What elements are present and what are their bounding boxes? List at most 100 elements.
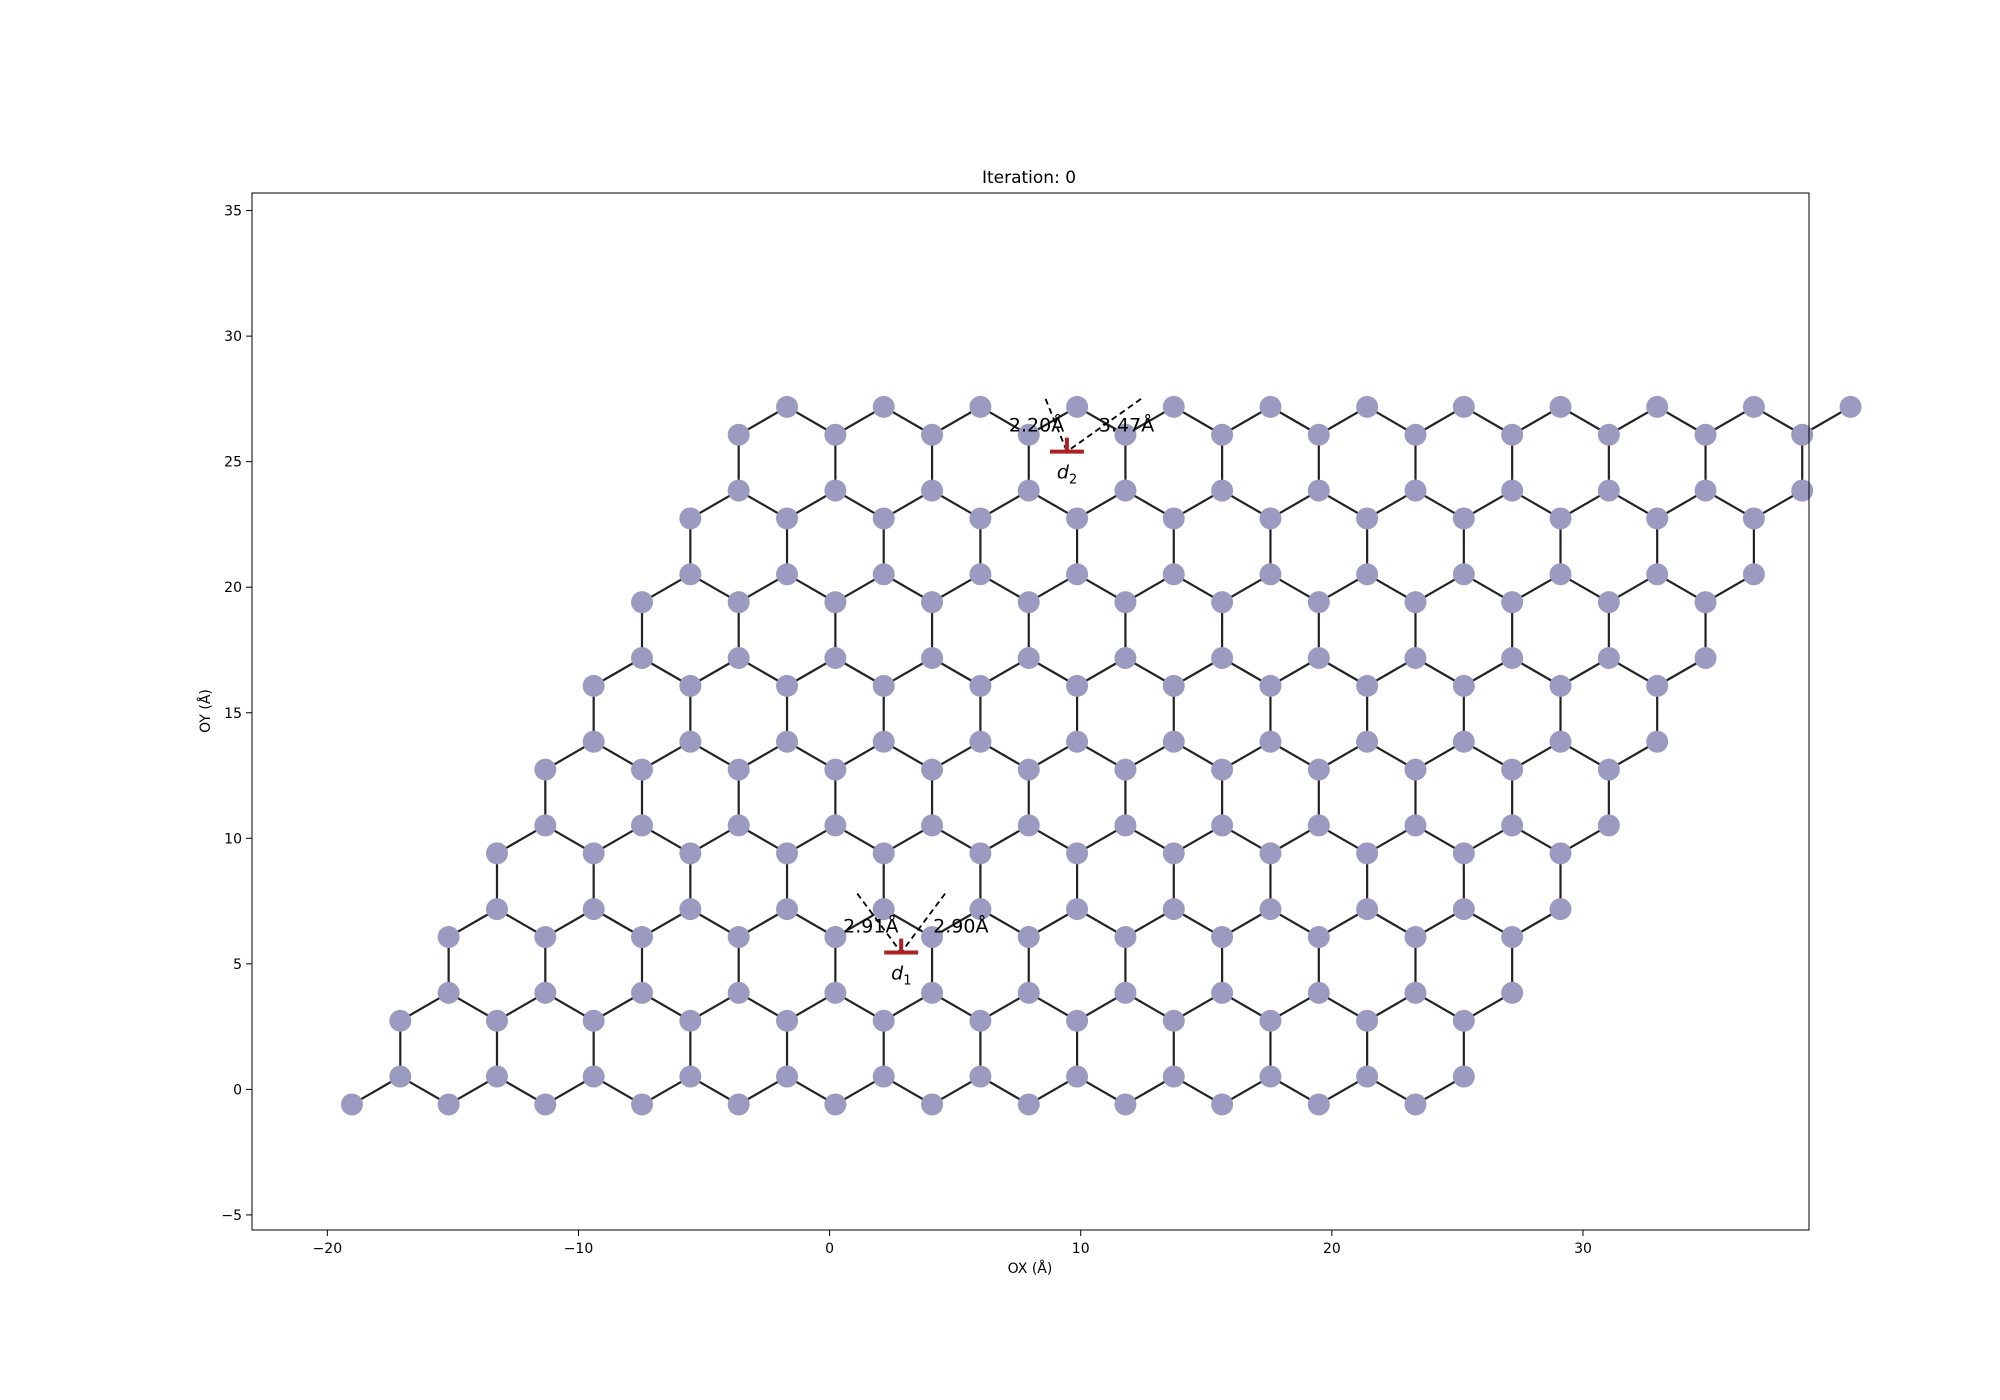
atom-point xyxy=(1017,591,1040,614)
atom-point xyxy=(1259,395,1282,418)
atom-point xyxy=(969,563,992,586)
atom-point xyxy=(1307,981,1330,1004)
atom-point xyxy=(1356,507,1379,530)
atom-point xyxy=(824,814,847,837)
atom-point xyxy=(969,507,992,530)
atom-point xyxy=(1549,842,1572,865)
atom-point xyxy=(1066,1065,1089,1088)
atom-point xyxy=(582,730,605,753)
atom-point xyxy=(679,1009,702,1032)
atom-point xyxy=(1791,479,1814,502)
atom-point xyxy=(1356,1065,1379,1088)
atom-point xyxy=(1646,730,1669,753)
atom-point xyxy=(1452,395,1475,418)
atom-point xyxy=(631,758,654,781)
atom-point xyxy=(1066,842,1089,865)
atom-point xyxy=(921,926,944,949)
atom-point xyxy=(921,646,944,669)
atom-point xyxy=(1066,1009,1089,1032)
atom-point xyxy=(1646,563,1669,586)
atom-point xyxy=(969,842,992,865)
atom-point xyxy=(824,423,847,446)
atom-point xyxy=(1501,423,1524,446)
atom-point xyxy=(1114,423,1137,446)
atom-point xyxy=(727,423,750,446)
x-tick-label: 10 xyxy=(1072,1241,1090,1257)
atom-point xyxy=(1404,981,1427,1004)
atom-point xyxy=(1791,423,1814,446)
atom-point xyxy=(1017,814,1040,837)
atom-point xyxy=(776,1009,799,1032)
atom-point xyxy=(1017,926,1040,949)
atom-point xyxy=(1356,674,1379,697)
atom-point xyxy=(776,674,799,697)
atom-point xyxy=(582,674,605,697)
atom-point xyxy=(1404,591,1427,614)
atom-point xyxy=(1549,898,1572,921)
atom-point xyxy=(1066,507,1089,530)
atom-point xyxy=(1162,674,1185,697)
atom-point xyxy=(582,1065,605,1088)
atoms-layer xyxy=(340,395,1862,1116)
atom-point xyxy=(1404,1093,1427,1116)
atom-point xyxy=(824,758,847,781)
atom-point xyxy=(1162,898,1185,921)
atom-point xyxy=(824,981,847,1004)
atom-point xyxy=(1501,926,1524,949)
atom-point xyxy=(1549,730,1572,753)
atom-point xyxy=(1162,730,1185,753)
atom-point xyxy=(1066,898,1089,921)
atom-point xyxy=(1404,814,1427,837)
atom-point xyxy=(1501,479,1524,502)
atom-point xyxy=(969,674,992,697)
atom-point xyxy=(340,1093,363,1116)
atom-point xyxy=(1066,563,1089,586)
atom-point xyxy=(679,898,702,921)
defect-distance-line xyxy=(1066,398,1142,453)
atom-point xyxy=(1501,646,1524,669)
atom-point xyxy=(1404,423,1427,446)
atom-point xyxy=(1404,479,1427,502)
atom-point xyxy=(1162,395,1185,418)
atom-point xyxy=(921,479,944,502)
atom-point xyxy=(1356,842,1379,865)
atom-point xyxy=(1307,814,1330,837)
atom-point xyxy=(582,842,605,865)
atom-point xyxy=(1017,646,1040,669)
atom-point xyxy=(1307,423,1330,446)
atom-point xyxy=(679,730,702,753)
atom-point xyxy=(1307,591,1330,614)
atom-point xyxy=(534,814,557,837)
atom-point xyxy=(776,395,799,418)
atom-point xyxy=(1501,591,1524,614)
atom-point xyxy=(1259,674,1282,697)
atom-point xyxy=(776,563,799,586)
atom-point xyxy=(969,395,992,418)
atom-point xyxy=(1646,507,1669,530)
atom-point xyxy=(1597,591,1620,614)
atom-point xyxy=(1259,1009,1282,1032)
atom-point xyxy=(1646,674,1669,697)
atom-point xyxy=(1114,646,1137,669)
atom-point xyxy=(437,1093,460,1116)
atom-point xyxy=(1114,479,1137,502)
defect-distance-left: 2.20Å xyxy=(1009,414,1064,437)
y-axis-title: OY (Å) xyxy=(197,689,214,733)
atom-point xyxy=(1017,423,1040,446)
atom-point xyxy=(1597,814,1620,837)
atom-point xyxy=(1211,591,1234,614)
x-axis-title: OX (Å) xyxy=(1008,1260,1053,1277)
atom-point xyxy=(921,981,944,1004)
atom-point xyxy=(969,1009,992,1032)
atom-point xyxy=(776,507,799,530)
atom-point xyxy=(679,563,702,586)
atom-point xyxy=(534,926,557,949)
y-tick-label: 5 xyxy=(233,957,242,973)
y-tick-label: 20 xyxy=(224,580,242,596)
atom-point xyxy=(727,926,750,949)
atom-point xyxy=(1259,507,1282,530)
atom-point xyxy=(921,814,944,837)
atom-point xyxy=(582,1009,605,1032)
